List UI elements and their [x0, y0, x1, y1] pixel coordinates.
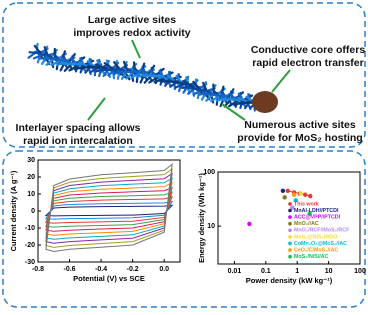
label: Large active sites — [88, 14, 176, 26]
figure: Large active sites improves redox activi… — [0, 0, 368, 310]
chart: -0.8 -0.6 -0.4 -0.2 0.0 -30 -20 -10 0 10 20 30 Poten… — [9, 157, 180, 283]
y-tick-label: 30 — [27, 157, 35, 164]
y-tick-label: -10 — [25, 225, 35, 232]
x-tick-label: -0.6 — [64, 266, 76, 273]
legend-marker — [288, 235, 292, 239]
y-tick-label: 20 — [27, 174, 35, 181]
legend-label: MoS₂@NiS₂/RGO — [294, 234, 337, 240]
x-tick-label: -0.4 — [95, 266, 107, 273]
label: Numerous active sites — [244, 119, 356, 131]
legend-label: MnAl-LDH//PTCDI — [294, 208, 339, 214]
label: rapid electron transfer — [252, 57, 363, 69]
x-tick-label: -0.8 — [32, 266, 44, 273]
arrow — [132, 40, 140, 58]
nanorod — [29, 44, 268, 111]
label: Conductive core offers — [251, 44, 366, 56]
legend-label: MnO₂/RCF//MoS₂/RCF — [294, 228, 350, 234]
point — [299, 191, 303, 195]
x-tick-label: 0.0 — [159, 266, 169, 273]
y-tick-label: 0 — [31, 208, 35, 215]
legend-label: This work — [294, 201, 319, 207]
y-tick-label: 10 — [207, 223, 215, 230]
legend-label: CeO₂/C/MoS₂//AC — [294, 248, 338, 254]
x-tick-label: 1 — [295, 268, 299, 275]
y-tick-label: -20 — [25, 242, 35, 249]
cv-curve — [46, 202, 172, 220]
point — [303, 193, 307, 197]
x-tick-label: -0.2 — [127, 266, 139, 273]
legend-marker — [288, 202, 292, 206]
x-axis-label: Potential (V) vs SCE — [73, 274, 145, 283]
y-axis-label: Current density (A g⁻¹) — [9, 170, 18, 251]
legend-marker — [288, 222, 292, 226]
legend-marker — [288, 242, 292, 246]
legend-label: MoS₂/NiS//AC — [294, 254, 329, 260]
point — [292, 193, 296, 197]
label: provide for MoS₂ hosting — [237, 132, 362, 144]
legend-marker — [288, 215, 292, 219]
legend-label: MnO₂//AC — [294, 221, 319, 227]
x-tick-label: 0.1 — [261, 268, 271, 275]
arrow — [88, 98, 105, 120]
legend-marker — [288, 229, 292, 233]
label: Interlayer spacing allows — [16, 122, 141, 134]
nanosheet — [109, 69, 118, 70]
arrow — [272, 70, 290, 92]
point — [247, 222, 251, 226]
point — [286, 189, 290, 193]
point — [281, 189, 285, 193]
x-tick-label: 10 — [325, 268, 333, 275]
legend-label: ACC@VPP//PTCDI — [294, 215, 341, 221]
x-axis-label: Power density (kW kg⁻¹) — [246, 276, 333, 285]
legend-marker — [288, 248, 292, 252]
label: rapid ion intercalation — [23, 135, 133, 147]
conductive-core — [252, 91, 278, 113]
label: improves redox activity — [73, 27, 190, 39]
y-tick-label: 10 — [27, 191, 35, 198]
legend-label: CoMn₂O₄@MoS₂//AC — [294, 241, 347, 247]
legend-marker — [288, 255, 292, 259]
y-axis-label: Energy density (Wh kg⁻¹) — [197, 173, 206, 263]
cv-curve — [46, 205, 172, 216]
point — [283, 195, 287, 199]
y-tick-label: -30 — [25, 259, 35, 266]
x-tick-label: 100 — [354, 268, 366, 275]
x-tick-label: 0.01 — [228, 268, 242, 275]
cv-curve — [46, 188, 172, 232]
legend-marker — [288, 209, 292, 213]
point — [308, 194, 312, 198]
